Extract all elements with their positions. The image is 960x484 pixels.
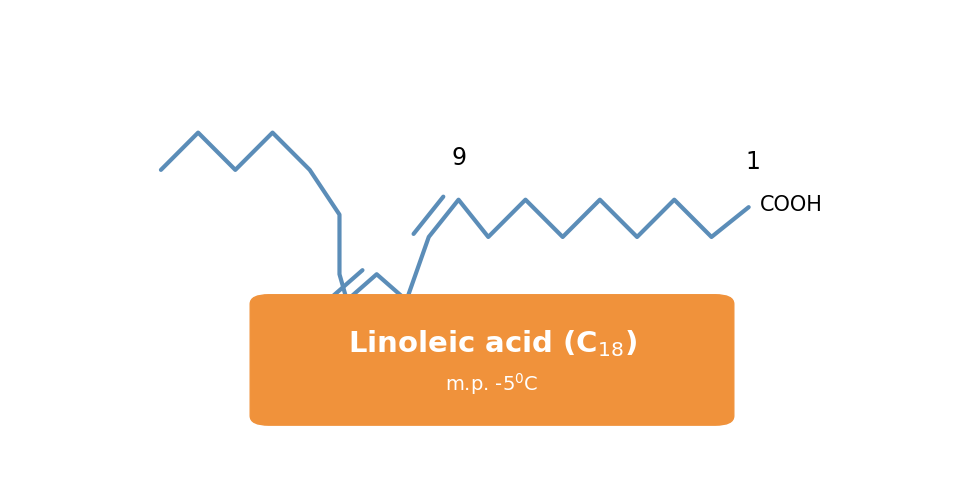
Text: COOH: COOH bbox=[760, 195, 823, 215]
Text: 1: 1 bbox=[745, 150, 759, 174]
Text: m.p. -5$^0$C: m.p. -5$^0$C bbox=[445, 372, 539, 397]
Text: 12: 12 bbox=[328, 338, 358, 362]
Text: Linoleic acid (C$_{18}$): Linoleic acid (C$_{18}$) bbox=[348, 328, 636, 359]
Text: 9: 9 bbox=[451, 146, 466, 170]
FancyBboxPatch shape bbox=[251, 295, 733, 425]
